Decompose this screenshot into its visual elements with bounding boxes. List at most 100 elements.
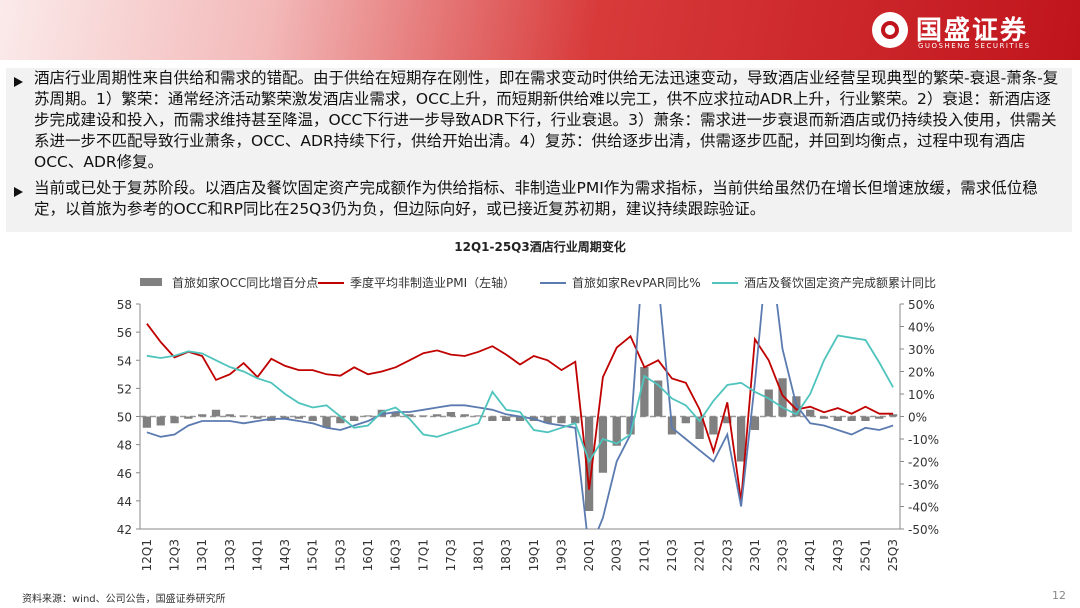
x-tick-label: 24Q3 [831,539,845,571]
logo-icon [872,12,908,48]
x-tick-label: 17Q1 [416,539,430,571]
bar [875,416,884,419]
bar [391,412,400,417]
line [146,304,894,529]
bar [225,414,234,417]
x-tick-label: 18Q3 [499,539,513,571]
paragraph: 酒店行业周期性来自供给和需求的错配。由于供给在短期存在刚性，即在需求变动时供给无… [34,69,1059,171]
x-tick-label: 22Q1 [693,539,707,571]
bar [736,416,746,462]
y-tick-label: 52 [117,382,132,396]
bar [833,416,842,421]
line [146,334,894,464]
x-tick-label: 17Q3 [444,539,458,571]
bar [695,416,704,439]
x-tick-label: 16Q3 [389,539,403,571]
bar [446,412,456,417]
y2-tick-label: 10% [908,388,935,402]
x-tick-label: 24Q1 [803,539,817,571]
x-tick-label: 25Q3 [886,539,900,571]
bar [488,416,497,421]
y-tick-label: 42 [117,523,132,537]
legend-label: 首旅如家RevPAR同比% [572,275,701,290]
bar [571,416,580,424]
x-tick-label: 15Q1 [306,539,320,571]
bar [778,378,787,417]
y2-tick-label: 40% [908,321,935,335]
bar [474,415,483,417]
x-tick-label: 21Q1 [637,539,651,571]
x-tick-label: 25Q1 [858,539,872,571]
bar [709,416,718,435]
bar [750,416,760,430]
bar [419,415,428,417]
bar [253,416,262,419]
x-tick-label: 20Q1 [582,539,596,571]
bar [861,416,870,421]
legend-label: 季度平均非制造业PMI（左轴） [350,275,515,290]
y2-tick-label: -30% [908,478,939,492]
bar [888,414,898,417]
y-tick-label: 48 [117,439,132,453]
bar [598,416,608,473]
x-tick-label: 12Q3 [168,539,182,571]
plot-area [142,304,898,529]
y-tick-label: 54 [117,354,132,368]
bullet-icon [14,187,23,197]
bullet-icon [14,77,23,87]
bar [640,367,649,417]
chart-title: 12Q1-25Q3酒店行业周期变化 [454,240,626,254]
bar [350,416,359,421]
source: 资料来源：wind、公司公告，国盛证券研究所 [22,594,226,605]
x-tick-label: 20Q3 [610,539,624,571]
bar [847,416,856,421]
paragraph: 当前或已处于复苏阶段。以酒店及餐饮固定资产完成额作为供给指标、非制造业PMI作为… [34,179,1038,218]
y-tick-label: 50 [117,411,132,425]
x-tick-label: 13Q1 [195,539,209,571]
bar [211,409,221,417]
bar [405,414,414,417]
bar [363,415,373,417]
bar [280,416,290,419]
y2-tick-label: 30% [908,343,935,357]
x-tick-label: 15Q3 [333,539,347,571]
y-tick-label: 58 [117,298,132,312]
bar [557,416,566,424]
y-tick-label: 44 [117,495,132,509]
bar [681,416,690,424]
text-box [6,68,1072,232]
y2-tick-label: 20% [908,366,935,380]
bar [308,416,317,421]
bar [239,415,248,417]
brand: 国盛证券 [916,16,1029,46]
x-tick-label: 22Q3 [720,539,734,571]
page-number: 12 [1052,589,1066,602]
bar [156,416,165,426]
x-tick-label: 13Q3 [223,539,237,571]
bar [819,416,829,419]
line [146,323,894,502]
bar [502,416,511,421]
bar [764,389,773,417]
bar [170,416,179,424]
bar [322,416,331,428]
x-tick-label: 14Q3 [278,539,292,571]
x-tick-label: 19Q3 [554,539,568,571]
bar [515,416,525,421]
bar [806,409,815,417]
y-tick-label: 56 [117,326,132,340]
bar [584,416,594,511]
y2-tick-label: -50% [908,523,939,537]
bar [198,414,207,417]
x-tick-label: 12Q1 [140,539,154,571]
legend-label: 首旅如家OCC同比增百分点 [172,275,318,290]
y2-tick-label: -10% [908,433,939,447]
y2-tick-label: 50% [908,298,935,312]
y-tick-label: 46 [117,467,132,481]
y2-tick-label: 0% [908,411,927,425]
x-tick-label: 16Q1 [361,539,375,571]
x-tick-label: 21Q3 [665,539,679,571]
y2-tick-label: -20% [908,456,939,470]
